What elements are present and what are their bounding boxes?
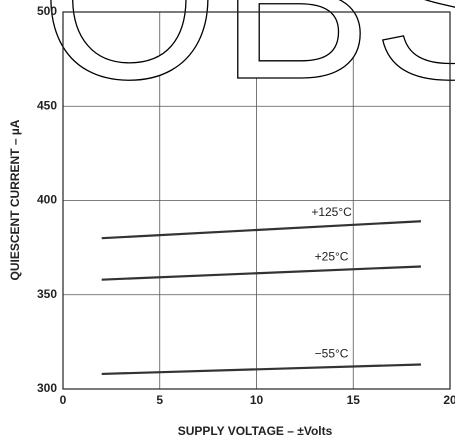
- x-axis-label: SUPPLY VOLTAGE – ±Volts: [178, 424, 333, 438]
- y-tick-label: 500: [37, 4, 57, 18]
- series-label: +25°C: [315, 249, 349, 263]
- series-line: [101, 220, 422, 240]
- y-tick-label: 450: [37, 98, 57, 112]
- series-line: [101, 363, 422, 376]
- x-tick-label: 20: [443, 393, 455, 407]
- plot-frame: [62, 11, 451, 390]
- y-tick-label: 400: [37, 193, 57, 207]
- x-tick-label: 15: [347, 393, 361, 407]
- series-line: [101, 265, 422, 281]
- y-axis-label: QUIESCENT CURRENT – µA: [8, 119, 22, 280]
- x-tick-label: 5: [156, 393, 163, 407]
- y-tick-label: 350: [37, 287, 57, 301]
- y-tick-label: 300: [37, 381, 57, 395]
- watermark: OBS: [40, 0, 455, 127]
- x-tick-label: 0: [60, 393, 67, 407]
- x-tick-label: 10: [250, 393, 264, 407]
- series-label: +125°C: [311, 205, 352, 219]
- series-label: −55°C: [315, 346, 349, 360]
